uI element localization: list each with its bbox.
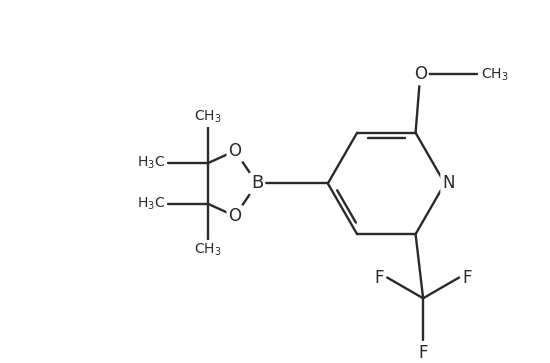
Text: O: O [228, 142, 241, 160]
Text: F: F [374, 269, 383, 286]
Text: CH$_3$: CH$_3$ [194, 242, 222, 258]
Text: F: F [419, 343, 428, 362]
Text: CH$_3$: CH$_3$ [194, 109, 222, 125]
Text: B: B [251, 175, 263, 192]
Text: O: O [414, 65, 427, 83]
Text: O: O [228, 207, 241, 225]
Text: N: N [442, 175, 455, 192]
Text: H$_3$C: H$_3$C [136, 155, 164, 171]
Text: F: F [463, 269, 472, 286]
Text: H$_3$C: H$_3$C [136, 196, 164, 212]
Text: CH$_3$: CH$_3$ [481, 66, 508, 82]
